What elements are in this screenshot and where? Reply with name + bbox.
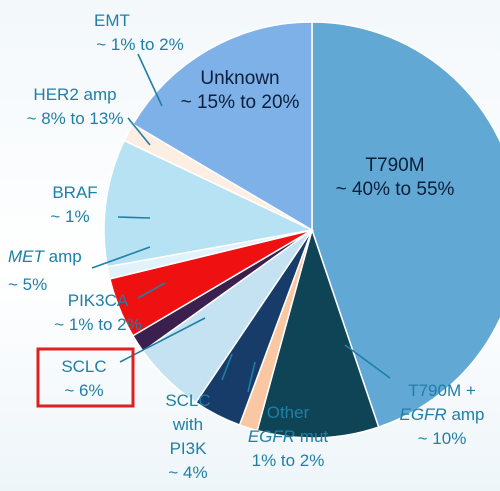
pie-slice-unknown <box>131 21 313 232</box>
leader-emt <box>137 53 163 107</box>
label-pik3ca-name: PIK3CA <box>68 291 129 310</box>
label-sclc-pi3k-line2: with <box>172 415 203 434</box>
label-other-egfr-line2: EGFR mut <box>248 427 329 446</box>
label-sclc-name: SCLC <box>61 357 106 376</box>
leader-lines <box>91 53 391 393</box>
label-unknown-name: Unknown <box>200 68 279 89</box>
leader-her2 <box>127 117 151 146</box>
leader-t790m-egfr <box>344 344 391 379</box>
label-met-name: MET amp <box>8 247 82 266</box>
label-her2-name: HER2 amp <box>33 85 116 104</box>
sclc-highlight-box <box>36 347 135 408</box>
label-t790m-egfr-line1: T790M + <box>408 381 476 400</box>
label-other-egfr-line1: Other <box>267 403 310 422</box>
label-her2-range: ~ 8% to 13% <box>27 109 124 128</box>
label-t790m-name: T790M <box>365 155 424 176</box>
label-sclc-pi3k-line3: PI3K <box>170 439 208 458</box>
label-pik3ca-range: ~ 1% to 2% <box>54 315 141 334</box>
pie-slices <box>103 21 500 439</box>
label-emt-name: EMT <box>94 11 130 30</box>
leader-braf <box>117 216 151 219</box>
label-t790m-range: ~ 40% to 55% <box>336 179 455 200</box>
label-other-egfr-line3: 1% to 2% <box>252 451 325 470</box>
label-unknown-range: ~ 15% to 20% <box>181 92 300 113</box>
leader-pik3ca <box>137 282 166 299</box>
pie-slice-her2 <box>103 139 315 268</box>
label-t790m-egfr-line3: ~ 10% <box>418 429 467 448</box>
pie-slice-t790m <box>311 21 500 428</box>
leader-other-egfr <box>247 361 256 393</box>
leader-sclc-pi3k <box>221 353 233 381</box>
leader-met <box>91 246 151 269</box>
pie-slice-t790m-egfr <box>256 227 380 439</box>
label-sclc-pi3k-line1: SCLC <box>165 391 210 410</box>
label-met-range: ~ 5% <box>8 275 47 294</box>
label-braf-range: ~ 1% <box>50 207 89 226</box>
label-sclc-pi3k-line4: ~ 4% <box>168 463 207 482</box>
label-braf-name: BRAF <box>52 183 97 202</box>
label-emt-range: ~ 1% to 2% <box>96 35 183 54</box>
label-t790m-egfr-line2: EGFR amp <box>399 405 484 424</box>
label-sclc-range: ~ 6% <box>64 381 103 400</box>
